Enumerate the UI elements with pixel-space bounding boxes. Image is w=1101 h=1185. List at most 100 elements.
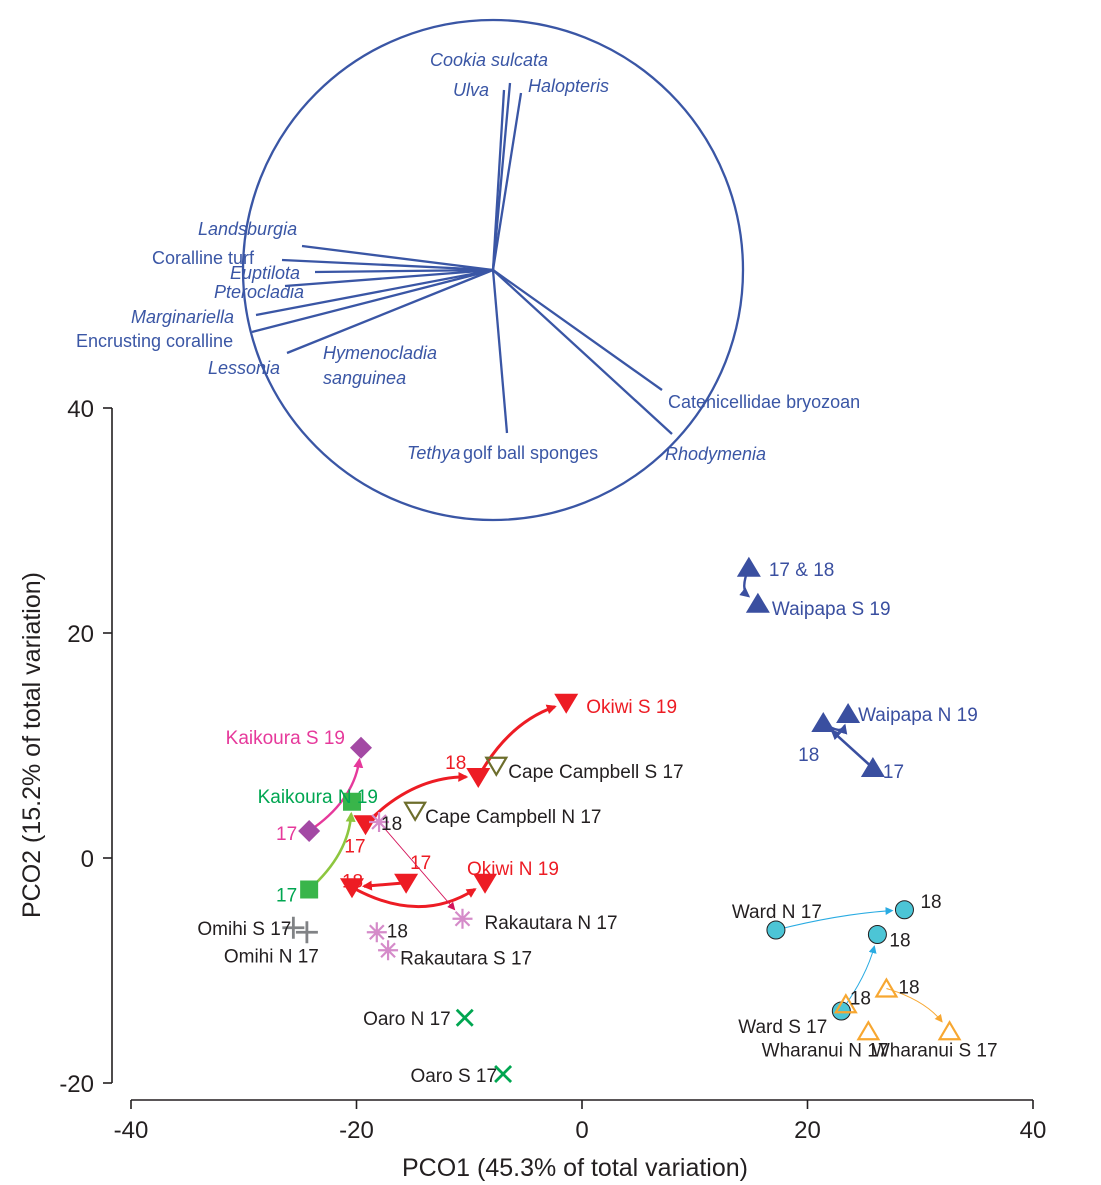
y-tick-label: -20	[59, 1071, 94, 1098]
point-label-ward-s: Ward S 17	[738, 1017, 827, 1038]
vector-ulva	[491, 89, 506, 271]
point-label-waipapa-s: 17 & 18	[769, 560, 835, 581]
point-label-wharanui-n: Wharanui N 17	[762, 1040, 889, 1061]
point-label-kaikoura-s: 17	[276, 824, 297, 845]
point-label-wharanui-n: 18	[850, 988, 871, 1009]
vector-label-cookia-sulcata: Cookia sulcata	[430, 50, 548, 70]
point-labels: 17 & 18 Waipapa S 19 17 18 Waipapa N 19 17 18 O…	[197, 560, 997, 1087]
vector-label-ulva: Ulva	[453, 80, 489, 100]
marker-cape-campbell-n	[403, 801, 428, 822]
marker-rakautara-s	[366, 922, 387, 943]
point-label-ward-s: 18	[889, 931, 910, 952]
point-label-ward-n: 18	[920, 892, 941, 913]
vector-label-catenicellidae: Catenicellidae bryozoan	[668, 392, 860, 412]
y-axis-title: PCO2 (15.2% of total variation)	[18, 572, 46, 918]
marker-ward-n	[894, 900, 914, 920]
marker-wharanui-s	[874, 977, 899, 998]
x-tick-label: 40	[1020, 1117, 1047, 1144]
trajectory-arrow-okiwi-s	[476, 704, 557, 778]
trajectory-arrow-okiwi-n	[351, 885, 477, 909]
vector-label-golf-ball-sponges: golf ball sponges	[463, 443, 598, 463]
trajectory-arrow-ward-n	[775, 906, 894, 931]
x-axis-title: PCO1 (45.3% of total variation)	[402, 1154, 748, 1182]
marker-okiwi-n	[394, 873, 419, 894]
vector-pterocladia	[284, 268, 494, 288]
marker-ward-n	[766, 920, 786, 940]
vector-tethya	[491, 269, 509, 434]
marker-okiwi-n	[473, 873, 498, 894]
point-label-kaikoura-n: 17	[276, 886, 297, 907]
vector-euptilota	[314, 268, 494, 274]
marker-okiwi-n	[339, 878, 364, 899]
vector-catenicellidae	[492, 269, 663, 391]
point-label-okiwi-n: 18	[342, 871, 363, 892]
vector-label-coralline-turf: Coralline turf	[152, 248, 255, 268]
marker-waipapa-n	[836, 703, 861, 723]
point-label-omihi-n: Omihi N 17	[224, 946, 319, 967]
point-label-cape-campbell-n: Cape Campbell N 17	[425, 807, 601, 828]
vector-marginariella	[255, 268, 494, 317]
point-label-okiwi-s: 17	[344, 836, 365, 857]
point-label-okiwi-s: 18	[445, 753, 466, 774]
vector-label-encrusting-coralline: Encrusting coralline	[76, 331, 233, 351]
vector-label-halopteris: Halopteris	[528, 76, 609, 96]
point-label-omihi-s: Omihi S 17	[197, 919, 291, 940]
point-label-okiwi-s: Okiwi S 19	[586, 697, 677, 718]
point-label-wharanui-s: Wharanui S 17	[872, 1040, 998, 1061]
vector-halopteris	[491, 92, 523, 271]
point-label-waipapa-n: 18	[798, 745, 819, 766]
y-tick-label: 40	[67, 396, 94, 423]
point-label-rakautara-s: Rakautara S 17	[400, 948, 532, 969]
marker-rakautara-n	[452, 908, 473, 929]
y-axis-ticks: -20 0 20 40	[59, 396, 112, 1098]
point-label-okiwi-n: 17	[410, 853, 431, 874]
marker-kaikoura-s	[350, 736, 373, 759]
marker-oaro-s	[494, 1065, 513, 1083]
point-label-oaro-s: Oaro S 17	[410, 1066, 497, 1087]
marker-oaro-n	[455, 1008, 474, 1027]
vector-rhodymenia	[492, 269, 673, 435]
point-label-waipapa-s: Waipapa S 19	[772, 599, 891, 620]
x-tick-label: 0	[575, 1117, 588, 1144]
vector-label-euptilota: Euptilota	[230, 263, 300, 283]
x-axis-ticks: -40 -20 0 20 40	[114, 1100, 1047, 1144]
vector-coralline-turf	[281, 258, 494, 272]
marker-rakautara-n	[369, 812, 390, 832]
marker-waipapa-s	[745, 592, 770, 613]
marker-waipapa-n	[811, 712, 836, 732]
y-tick-label: 20	[67, 621, 94, 648]
marker-wharanui-n	[856, 1020, 881, 1041]
y-tick-label: 0	[81, 846, 94, 873]
vector-label-landsburgia: Landsburgia	[198, 219, 297, 239]
x-tick-label: -40	[114, 1117, 149, 1144]
vector-label-rhodymenia: Rhodymenia	[665, 444, 766, 464]
trajectory-arrow-okiwi-s	[364, 771, 469, 826]
point-label-rakautara-n: 18	[381, 814, 402, 835]
trajectory-arrow-okiwi-n	[361, 880, 407, 891]
point-label-waipapa-n: 17	[883, 762, 904, 783]
marker-okiwi-s	[466, 768, 491, 788]
marker-wharanui-s	[937, 1020, 962, 1041]
vector-encrusting-coralline	[251, 268, 494, 334]
marker-wharanui-n	[833, 993, 858, 1014]
vector-lessonia	[286, 268, 494, 355]
vector-overlay: Cookia sulcata Ulva Halopteris Landsburg…	[76, 18, 860, 522]
vector-label-sanguinea: sanguinea	[323, 368, 406, 388]
marker-kaikoura-n	[300, 880, 319, 899]
point-label-okiwi-n: Okiwi N 19	[467, 859, 559, 880]
marker-kaikoura-s	[298, 820, 321, 842]
x-tick-label: -20	[339, 1117, 374, 1144]
marker-okiwi-s	[554, 693, 579, 714]
marker-rakautara-s	[378, 940, 399, 961]
vector-label-marginariella: Marginariella	[131, 307, 234, 327]
vector-label-tethya: Tethya	[407, 443, 460, 463]
point-label-wharanui-s: 18	[898, 978, 919, 999]
marker-cape-campbell-s	[484, 756, 509, 777]
marker-kaikoura-n	[342, 792, 361, 811]
marker-waipapa-s	[736, 556, 761, 577]
plot-axes: -40 -20 0 20 40 -20 0 20 40 PCO1 (45.3% of tota…	[18, 396, 1046, 1182]
x-tick-label: 20	[794, 1117, 821, 1144]
point-label-ward-n: Ward N 17	[732, 902, 822, 923]
point-label-rakautara-s: 18	[387, 921, 408, 942]
correlation-circle	[241, 18, 745, 522]
